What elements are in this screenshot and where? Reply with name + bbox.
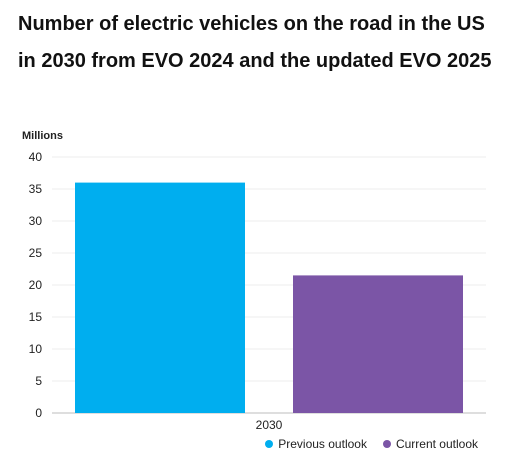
legend-item: Previous outlook (265, 437, 367, 451)
bar-current-outlook (293, 275, 463, 413)
y-tick-label: 25 (29, 246, 43, 260)
y-tick-label: 20 (29, 278, 43, 292)
legend-label: Previous outlook (278, 437, 367, 451)
chart-title: Number of electric vehicles on the road … (18, 13, 492, 72)
legend: Previous outlook Current outlook (265, 437, 478, 451)
legend-label: Current outlook (395, 437, 478, 451)
y-tick-label: 0 (35, 406, 42, 420)
y-tick-label: 40 (29, 150, 43, 164)
bars (75, 182, 463, 413)
y-tick-label: 15 (29, 310, 43, 324)
y-tick-label: 10 (29, 342, 43, 356)
y-tick-label: 5 (35, 374, 42, 388)
bar-previous-outlook (75, 182, 245, 413)
legend-item: Current outlook (382, 437, 478, 451)
y-axis-ticks: 0 5 10 15 20 25 30 35 40 (29, 150, 43, 420)
y-tick-label: 35 (29, 182, 43, 196)
legend-swatch (382, 440, 391, 448)
legend-swatch (265, 440, 274, 448)
y-axis-label: Millions (22, 130, 63, 142)
x-axis-ticks: 2030 (256, 418, 283, 432)
y-tick-label: 30 (29, 214, 43, 228)
x-tick-label: 2030 (256, 418, 283, 432)
